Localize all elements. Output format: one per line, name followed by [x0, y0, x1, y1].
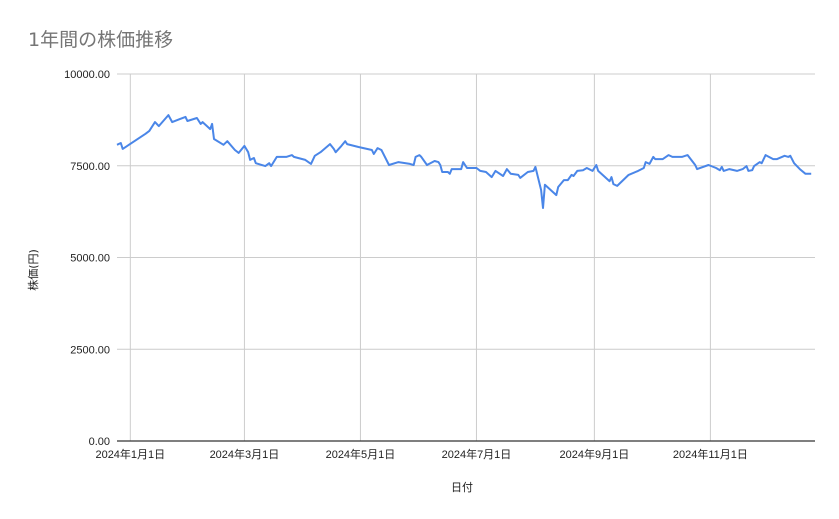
y-tick-label: 2500.00	[70, 344, 110, 356]
x-tick-label: 2024年11月1日	[673, 447, 748, 461]
y-tick-label: 10000.00	[64, 69, 110, 81]
y-tick-label: 7500.00	[70, 161, 110, 173]
x-tick-label: 2024年5月1日	[326, 447, 396, 461]
x-tick-label: 2024年3月1日	[210, 447, 280, 461]
y-axis-ticks: 0.00 2500.00 5000.00 7500.00 10000.00	[64, 69, 110, 448]
y-tick-label: 0.00	[89, 436, 110, 448]
chart-title: 1年間の株価推移	[28, 29, 173, 51]
x-tick-label: 2024年9月1日	[560, 447, 630, 461]
gridlines	[117, 73, 815, 441]
series-line	[116, 114, 812, 209]
y-axis-label: 株価(円)	[26, 249, 40, 291]
x-tick-label: 2024年1月1日	[95, 447, 165, 461]
x-axis-ticks: 2024年1月1日 2024年3月1日 2024年5月1日 2024年7月1日 2024…	[95, 447, 747, 461]
x-axis-label: 日付	[451, 481, 473, 494]
x-tick-label: 2024年7月1日	[442, 447, 512, 461]
y-tick-label: 5000.00	[70, 253, 110, 265]
